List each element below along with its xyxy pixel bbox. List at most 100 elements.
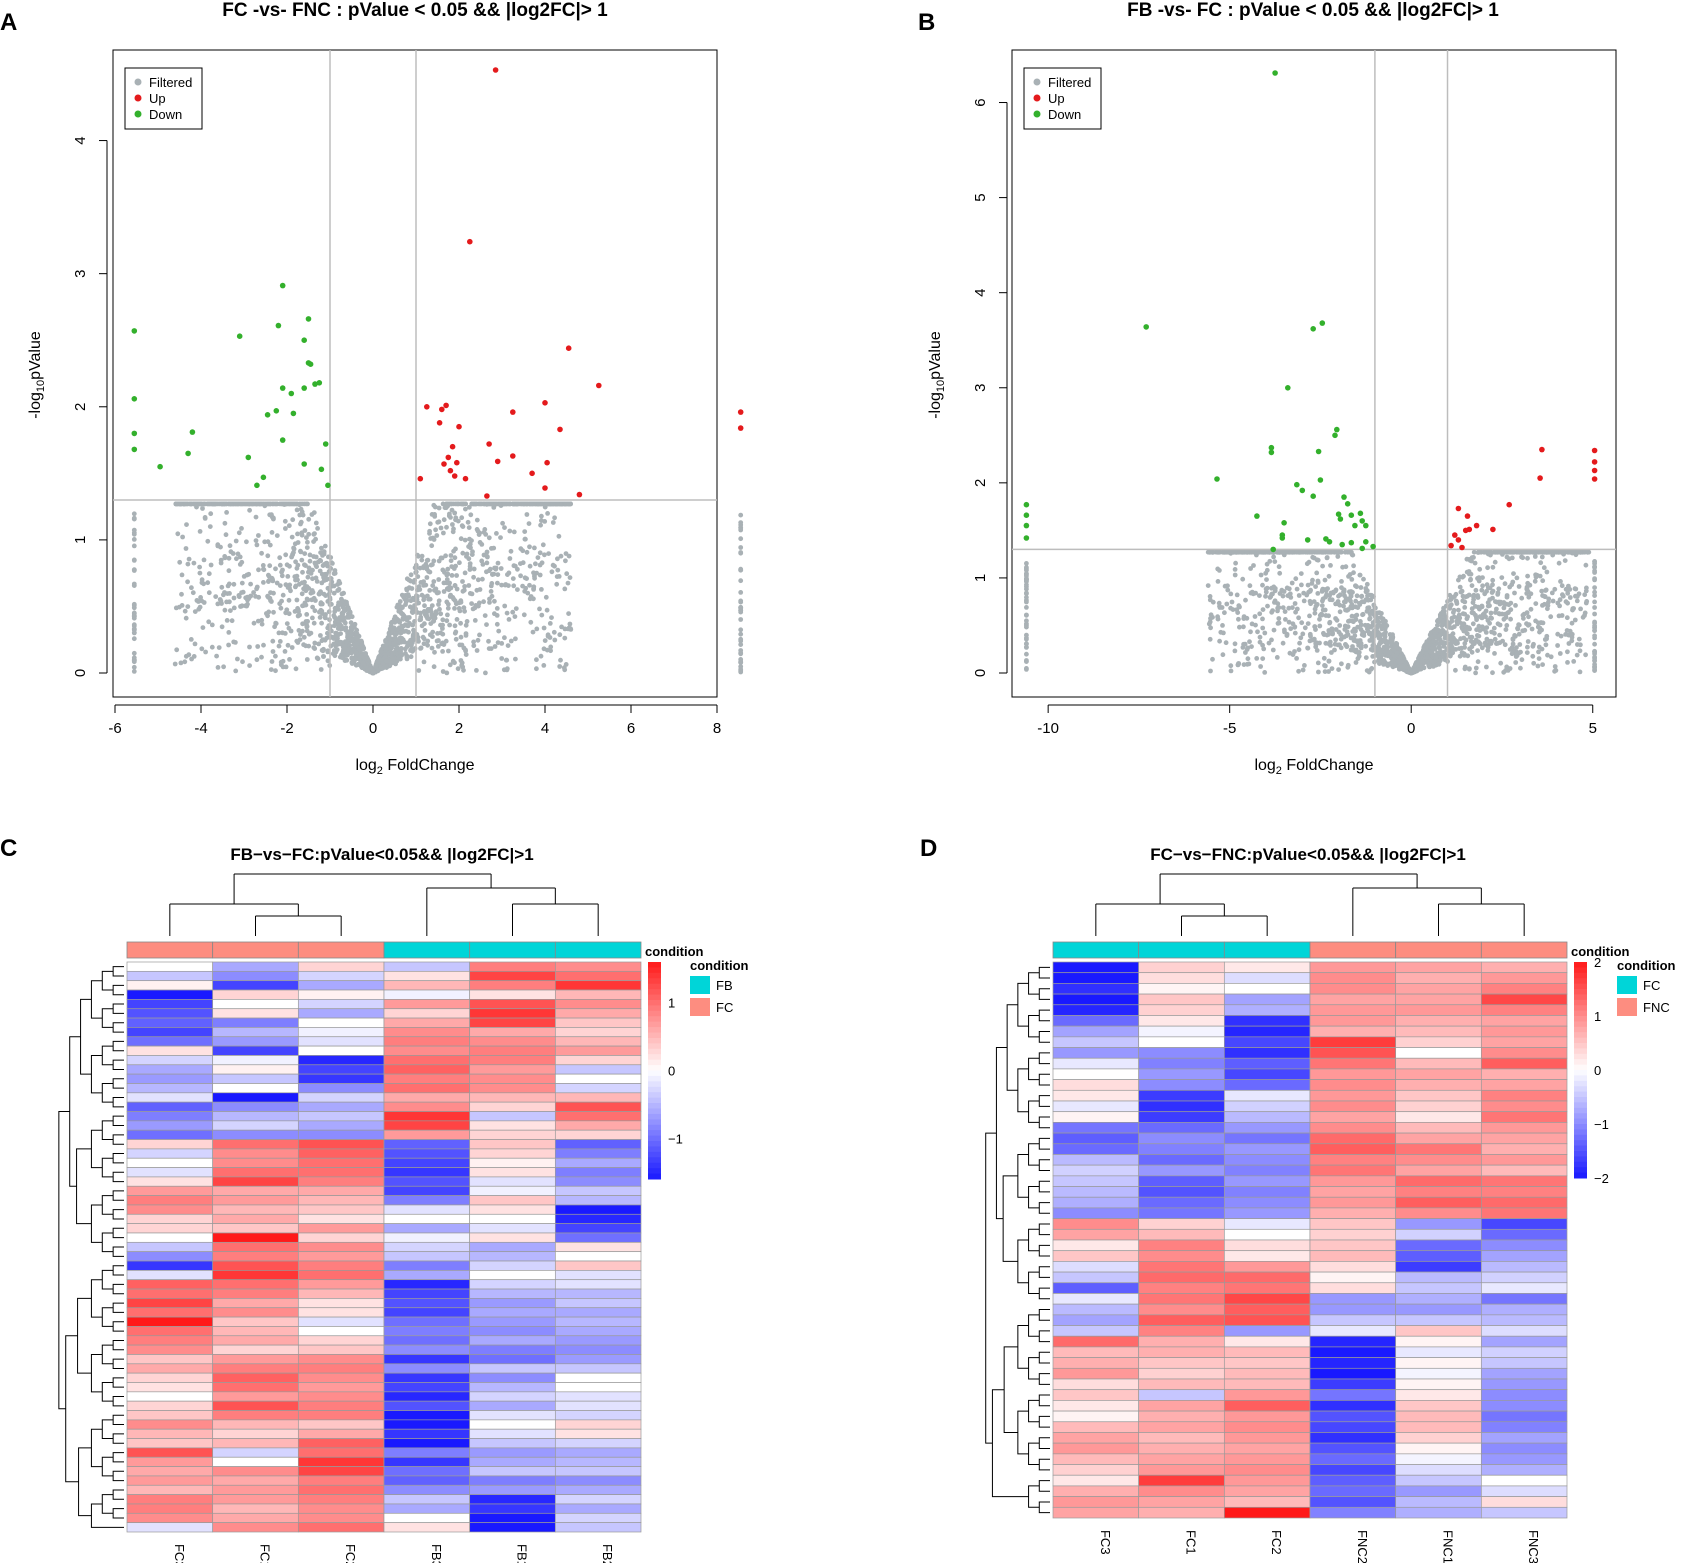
heatmap-cell [297, 1073, 385, 1084]
filtered-point [189, 501, 195, 507]
filtered-point [428, 621, 434, 626]
filtered-point [475, 637, 481, 643]
data-point-down [131, 328, 138, 334]
filtered-point [1339, 585, 1344, 591]
data-point-down [264, 412, 271, 418]
filtered-point [304, 584, 310, 589]
heatmap-cell [212, 961, 299, 972]
filtered-point [1462, 605, 1468, 610]
heatmap-cell [297, 1354, 385, 1365]
data-point-down [279, 437, 286, 443]
filtered-point [393, 646, 399, 651]
filtered-point [1321, 632, 1327, 637]
filtered-point [1296, 668, 1301, 674]
filtered-point [1592, 576, 1597, 581]
filtered-point [420, 634, 426, 640]
filtered-point [267, 542, 273, 548]
heatmap-cell [383, 1111, 471, 1122]
filtered-point [192, 641, 198, 647]
data-point-down [1294, 481, 1300, 488]
filtered-point [287, 501, 293, 507]
filtered-point [401, 623, 406, 629]
filtered-point [1507, 647, 1513, 652]
filtered-point [184, 522, 189, 527]
filtered-point [419, 553, 425, 559]
heatmap-cell [212, 970, 299, 982]
heatmap-cell [469, 1223, 556, 1234]
data-point-up [737, 409, 744, 415]
filtered-point [389, 620, 394, 626]
filtered-point [463, 622, 469, 628]
filtered-point [265, 593, 270, 599]
heatmap-cell [212, 1195, 299, 1206]
filtered-point [1217, 568, 1222, 573]
filtered-point [298, 632, 303, 637]
filtered-point [239, 590, 245, 595]
heatmap-cell [297, 999, 385, 1010]
filtered-point [507, 556, 513, 561]
filtered-point [1322, 607, 1328, 613]
heatmap-cell [126, 1400, 214, 1411]
filtered-point [394, 631, 400, 636]
data-point-up [484, 493, 490, 499]
filtered-point [255, 618, 261, 624]
filtered-point [185, 579, 191, 585]
plot-frame [1011, 49, 1617, 698]
heatmap-cell [383, 1036, 471, 1047]
filtered-point [1285, 593, 1291, 599]
filtered-point [510, 576, 516, 581]
heatmap-cell [126, 1120, 214, 1131]
filtered-point [286, 523, 292, 529]
filtered-point [1492, 651, 1497, 656]
filtered-point [1215, 579, 1221, 584]
heatmap-cell [469, 1204, 556, 1215]
heatmap-cell [554, 970, 642, 982]
filtered-point [512, 563, 518, 569]
filtered-point [1563, 599, 1569, 605]
heatmap-cell [469, 1363, 556, 1374]
filtered-point [1300, 631, 1306, 637]
filtered-point [493, 501, 499, 507]
filtered-point [1286, 586, 1292, 592]
filtered-point [318, 633, 323, 638]
y-tick-label: 0 [72, 669, 89, 677]
heatmap-cell [383, 1148, 471, 1159]
filtered-point [1438, 611, 1444, 616]
filtered-point [287, 585, 292, 591]
heatmap-cell [469, 1344, 556, 1355]
filtered-point [1233, 560, 1238, 566]
filtered-point [347, 636, 353, 642]
filtered-point [452, 555, 458, 561]
filtered-point [738, 636, 744, 642]
filtered-point [427, 528, 432, 534]
filtered-point [1577, 669, 1583, 675]
filtered-point [440, 501, 446, 507]
filtered-point [222, 520, 228, 526]
filtered-point [1448, 652, 1453, 658]
filtered-point [1582, 613, 1587, 618]
filtered-point [1515, 626, 1521, 632]
filtered-point [1307, 613, 1312, 619]
data-point-down [1023, 522, 1030, 529]
filtered-point [1315, 660, 1321, 666]
filtered-point [1243, 650, 1248, 655]
filtered-point [267, 563, 273, 569]
filtered-point [241, 574, 247, 579]
filtered-point [239, 501, 245, 507]
filtered-point [738, 604, 744, 610]
filtered-point [549, 615, 554, 620]
heatmap-cell [383, 1167, 471, 1178]
filtered-point [1247, 583, 1253, 589]
filtered-point [405, 615, 411, 621]
filtered-point [1592, 599, 1597, 605]
heatmap-cell [297, 1055, 385, 1066]
filtered-point [495, 572, 501, 577]
data-point-up [1591, 459, 1598, 465]
filtered-point [259, 654, 264, 660]
filtered-point [178, 501, 183, 507]
filtered-point [431, 502, 437, 508]
x-tick-label: 0 [369, 720, 377, 737]
data-point-down [290, 410, 297, 417]
heatmap-cell [126, 1167, 214, 1178]
heatmap-cell [554, 999, 642, 1010]
